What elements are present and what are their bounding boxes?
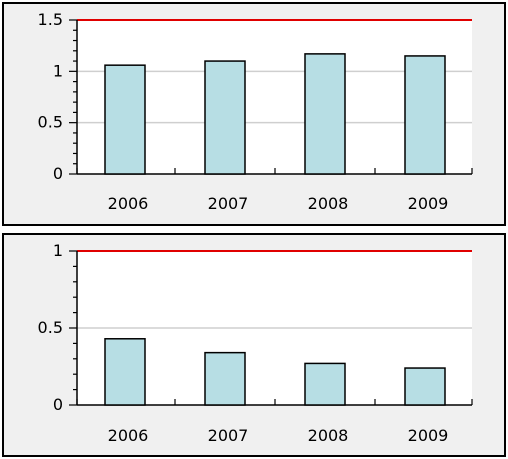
x-tick-label: 2009 xyxy=(408,194,449,213)
bottom-chart-panel: 0 0.5 1 2006 2007 2008 2009 xyxy=(2,233,506,457)
y-tick-label: 1 xyxy=(53,241,63,260)
bar-2007 xyxy=(204,351,246,406)
y-tick-label: 1.5 xyxy=(38,10,63,29)
x-tick-label: 2007 xyxy=(208,426,249,445)
y-tick-label: 0 xyxy=(53,164,63,183)
bar-2006 xyxy=(104,64,146,175)
x-tick-label: 2006 xyxy=(108,194,149,213)
x-tick-label: 2008 xyxy=(308,426,349,445)
y-tick-label: 0.5 xyxy=(38,318,63,337)
x-tick-label: 2006 xyxy=(108,426,149,445)
x-tick-label: 2007 xyxy=(208,194,249,213)
x-tick-label: 2009 xyxy=(408,426,449,445)
top-chart-panel: 0 0.5 1 1.5 2006 2007 2008 2009 xyxy=(2,2,506,226)
y-tick-label: 0 xyxy=(53,395,63,414)
bar-2009 xyxy=(404,55,446,175)
y-tick-label: 0.5 xyxy=(38,113,63,132)
y-tick-label: 1 xyxy=(53,61,63,80)
bar-2006 xyxy=(104,338,146,406)
bar-2007 xyxy=(204,60,246,175)
bottom-bar-chart: 0 0.5 1 2006 2007 2008 2009 xyxy=(38,241,473,445)
top-bar-chart: 0 0.5 1 1.5 2006 2007 2008 2009 xyxy=(38,10,473,213)
bar-2008 xyxy=(304,53,346,175)
x-tick-label: 2008 xyxy=(308,194,349,213)
bar-2008 xyxy=(304,362,346,406)
bar-2009 xyxy=(404,367,446,406)
